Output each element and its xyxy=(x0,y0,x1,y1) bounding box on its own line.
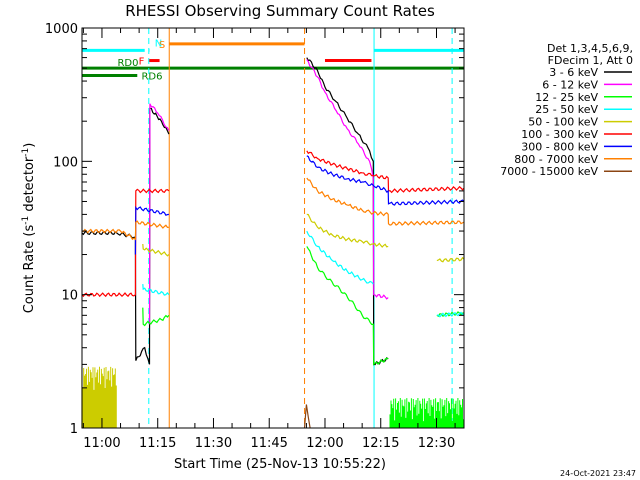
y-axis-ticks: 1 10 100 1000 xyxy=(45,22,464,437)
y-tick-label: 100 xyxy=(53,155,78,170)
plot-frame xyxy=(81,27,465,429)
legend-entry-label: 800 - 7000 keV xyxy=(514,153,598,166)
y-tick-label: 10 xyxy=(61,289,78,304)
legend-header: FDecim 1, Att 0 xyxy=(548,54,633,67)
y-label-part-1: Count Rate (s xyxy=(22,225,37,314)
x-tick-label: 11:00 xyxy=(83,436,120,451)
x-tick-label: 12:15 xyxy=(362,436,399,451)
series-line xyxy=(81,177,465,241)
legend-entry-label: 7000 - 15000 keV xyxy=(500,165,598,178)
legend-entry-label: 50 - 100 keV xyxy=(528,116,598,129)
x-tick-label: 12:30 xyxy=(418,436,455,451)
series-line xyxy=(81,150,465,298)
flag-label: N xyxy=(155,38,162,49)
series-line xyxy=(148,59,389,325)
x-tick-label: 11:15 xyxy=(139,436,176,451)
chart-title: RHESSI Observing Summary Count Rates xyxy=(125,2,435,20)
x-axis-label: Start Time (25-Nov-13 10:55:22) xyxy=(174,457,386,472)
timestamp: 24-Oct-2021 23:47 xyxy=(560,469,636,478)
x-tick-label: 12:00 xyxy=(306,436,343,451)
flag-label: F xyxy=(139,57,145,68)
legend-entry-label: 6 - 12 keV xyxy=(542,78,598,91)
flag-label: RD6 xyxy=(141,72,162,83)
legend-entry-label: 12 - 25 keV xyxy=(535,91,598,104)
legend: Det 1,3,4,5,6,9,FDecim 1, Att 03 - 6 keV… xyxy=(500,42,633,178)
x-tick-label: 11:30 xyxy=(195,436,232,451)
y-label-part-2: detector xyxy=(22,156,37,216)
y-tick-label: 1000 xyxy=(45,22,78,37)
x-tick-label: 11:45 xyxy=(250,436,287,451)
series-line xyxy=(142,230,465,318)
legend-entry-label: 25 - 50 keV xyxy=(535,103,598,116)
series-line xyxy=(134,155,465,255)
series-line xyxy=(303,404,311,429)
flag-label: RD0 xyxy=(117,58,138,69)
series-lines xyxy=(81,57,465,429)
y-axis-label: Count Rate (s-1 detector-1) xyxy=(21,143,37,314)
legend-header: Det 1,3,4,5,6,9, xyxy=(547,42,633,55)
flag-label: S xyxy=(159,40,165,51)
legend-entry-label: 300 - 800 keV xyxy=(521,140,598,153)
noise-band xyxy=(389,398,464,428)
y-label-sup-1: -1 xyxy=(21,216,31,225)
y-tick-label: 1 xyxy=(70,422,78,437)
y-label-part-3: ) xyxy=(22,143,37,148)
legend-entry-label: 100 - 300 keV xyxy=(521,128,598,141)
x-axis-ticks: 11:00 11:15 11:30 11:45 12:00 12:15 12:30 xyxy=(82,28,456,451)
legend-entry-label: 3 - 6 keV xyxy=(549,66,598,79)
y-label-sup-2: -1 xyxy=(21,148,31,157)
series-line xyxy=(142,213,465,263)
